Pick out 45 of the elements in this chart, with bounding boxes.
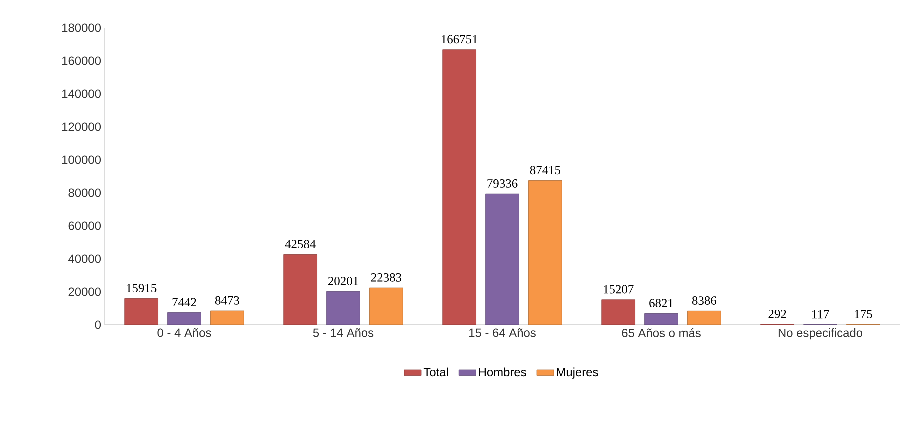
data-label: 8473 (215, 296, 240, 305)
data-label: 175 (855, 310, 872, 319)
data-label: 7442 (172, 298, 196, 307)
bar (168, 312, 202, 326)
bar (644, 314, 678, 326)
legend-label: Mujeres (557, 368, 598, 379)
x-tick-label: No especificado (778, 328, 863, 340)
data-label: 22383 (371, 273, 402, 282)
bar (284, 254, 318, 326)
y-tick-label: 140000 (62, 90, 102, 98)
y-tick-label: 20000 (68, 288, 102, 296)
data-label: 15207 (604, 285, 634, 294)
y-tick-label: 60000 (68, 222, 102, 230)
y-tick-label: 120000 (62, 122, 102, 132)
x-tick-label: 5 - 14 Años (313, 328, 374, 338)
data-label: 6821 (650, 299, 674, 308)
bar (210, 310, 244, 326)
y-tick-label: 100000 (62, 156, 102, 164)
data-label: 87415 (530, 166, 561, 175)
data-label: 166751 (442, 35, 478, 44)
y-tick-label: 80000 (68, 188, 102, 198)
y-tick-label: 40000 (68, 254, 102, 264)
bar (442, 50, 476, 326)
bar (528, 180, 562, 326)
data-label: 8386 (692, 296, 717, 305)
data-label: 15915 (127, 284, 157, 293)
y-tick-label: 160000 (62, 56, 102, 66)
bar (486, 194, 520, 326)
bar (326, 291, 360, 326)
data-label: 79336 (488, 180, 518, 188)
data-label: 292 (768, 310, 786, 318)
bar (602, 300, 636, 326)
x-tick-label: 0 - 4 Años (158, 328, 212, 338)
data-label: 42584 (285, 240, 316, 249)
legend-label: Total (424, 368, 448, 377)
y-tick-label: 0 (95, 320, 102, 330)
x-tick-label: 65 Años o más (622, 328, 701, 338)
x-tick-label: 15 - 64 Años (470, 328, 536, 338)
bar (124, 298, 158, 326)
y-tick-label: 180000 (62, 24, 102, 32)
data-label: 117 (812, 310, 830, 319)
data-label: 20201 (328, 277, 358, 286)
bar (688, 310, 722, 326)
bar (370, 288, 404, 326)
legend-label: Hombres (479, 368, 526, 377)
